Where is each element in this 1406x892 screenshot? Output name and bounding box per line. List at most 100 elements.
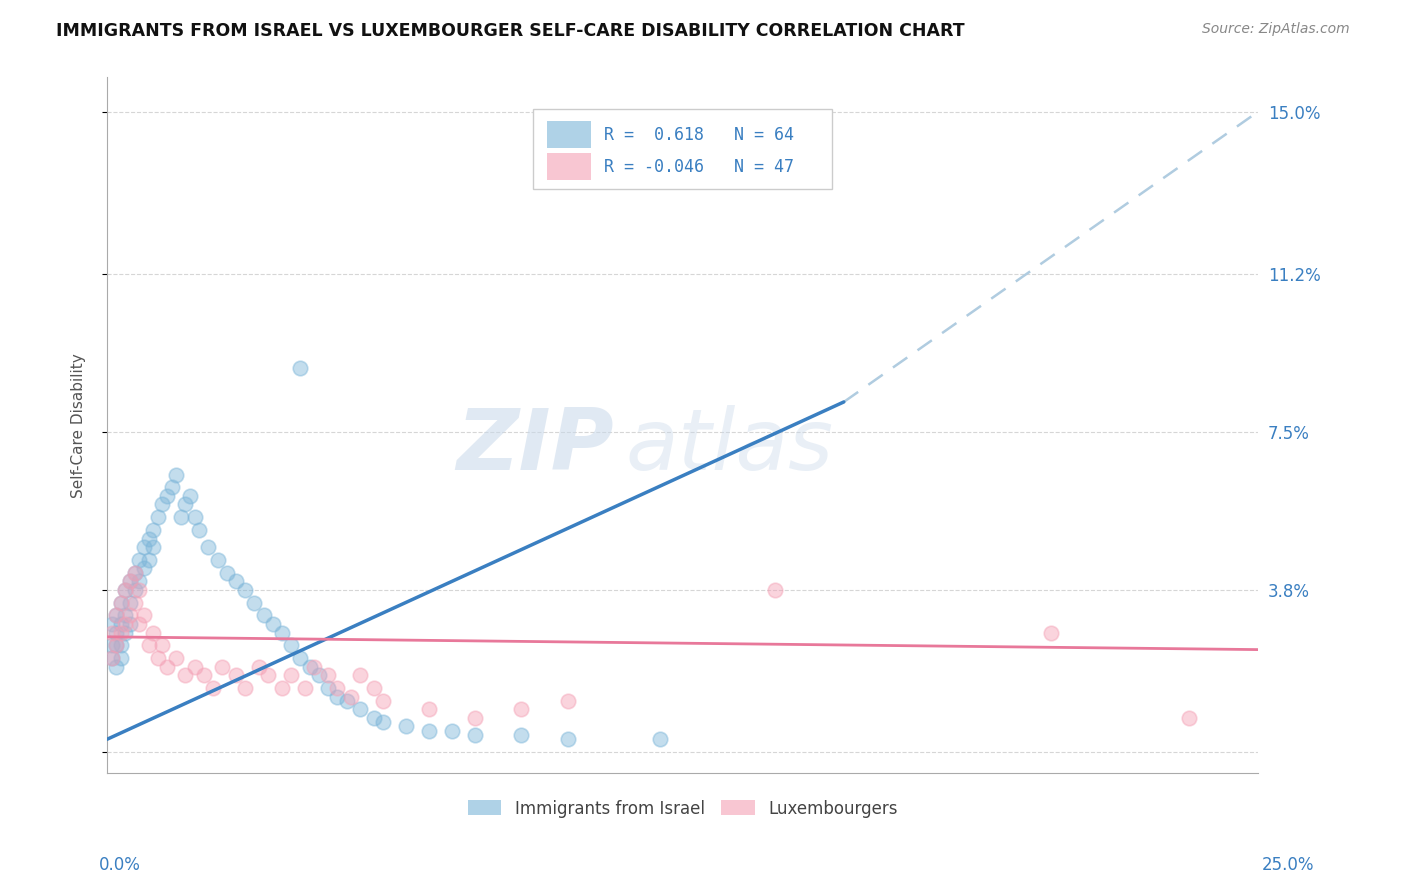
Point (304, 659, 326, 673)
Point (363, 681, 385, 695)
Point (138, 553, 160, 567)
Point (138, 532, 160, 546)
Point (271, 681, 294, 695)
Point (120, 596, 142, 610)
Point (170, 510, 193, 524)
Point (146, 651, 169, 665)
Point (326, 681, 349, 695)
Point (464, 711, 486, 725)
Point (290, 651, 312, 665)
Point (335, 694, 357, 708)
Point (105, 638, 128, 652)
Point (156, 659, 179, 673)
Text: Source: ZipAtlas.com: Source: ZipAtlas.com (1202, 22, 1350, 37)
Point (124, 566, 146, 580)
Point (105, 638, 128, 652)
Point (188, 523, 211, 537)
Point (156, 489, 179, 503)
FancyBboxPatch shape (547, 120, 591, 148)
Point (316, 681, 339, 695)
Point (441, 723, 464, 738)
Point (110, 596, 132, 610)
Point (510, 728, 533, 742)
Point (100, 617, 122, 632)
Text: ZIP: ZIP (456, 405, 613, 488)
Point (120, 608, 142, 623)
Point (110, 638, 132, 652)
FancyBboxPatch shape (533, 109, 832, 189)
Legend: Immigrants from Israel, Luxembourgers: Immigrants from Israel, Luxembourgers (461, 793, 904, 824)
Point (648, 732, 671, 747)
Point (146, 510, 169, 524)
Point (114, 608, 136, 623)
Point (114, 582, 136, 597)
Point (132, 608, 155, 623)
Point (247, 659, 270, 673)
Point (418, 723, 440, 738)
Point (160, 480, 183, 494)
Point (262, 617, 284, 632)
Point (128, 617, 150, 632)
Point (100, 638, 122, 652)
Point (120, 574, 142, 589)
Point (124, 596, 146, 610)
Point (233, 681, 256, 695)
Point (211, 659, 233, 673)
Point (110, 651, 132, 665)
Point (105, 608, 128, 623)
Point (215, 566, 238, 580)
Point (110, 596, 132, 610)
Point (243, 596, 266, 610)
Point (165, 467, 187, 482)
Y-axis label: Self-Care Disability: Self-Care Disability (72, 353, 86, 498)
Point (128, 553, 150, 567)
Point (179, 489, 201, 503)
Point (253, 608, 276, 623)
Point (349, 702, 371, 716)
Point (142, 523, 165, 537)
Point (280, 638, 302, 652)
Point (763, 582, 786, 597)
Point (340, 690, 363, 704)
Point (120, 574, 142, 589)
Point (1178, 711, 1201, 725)
Point (373, 694, 395, 708)
Point (363, 711, 385, 725)
Point (128, 574, 150, 589)
Point (557, 694, 579, 708)
Point (308, 668, 330, 682)
Point (373, 715, 395, 730)
Point (150, 638, 173, 652)
Point (100, 651, 122, 665)
Point (114, 617, 136, 632)
Point (132, 540, 155, 554)
Point (150, 498, 173, 512)
Point (557, 732, 579, 747)
Point (207, 553, 229, 567)
Text: atlas: atlas (626, 405, 834, 488)
Point (294, 681, 316, 695)
Point (124, 582, 146, 597)
Point (132, 561, 155, 575)
Point (110, 617, 132, 632)
Point (124, 566, 146, 580)
Point (225, 668, 247, 682)
Text: R =  0.618: R = 0.618 (605, 126, 704, 144)
Text: IMMIGRANTS FROM ISRAEL VS LUXEMBOURGER SELF-CARE DISABILITY CORRELATION CHART: IMMIGRANTS FROM ISRAEL VS LUXEMBOURGER S… (56, 22, 965, 40)
Point (298, 659, 321, 673)
Point (257, 668, 280, 682)
Point (138, 638, 160, 652)
Point (395, 719, 418, 733)
Point (418, 702, 440, 716)
Point (174, 498, 197, 512)
Point (110, 625, 132, 640)
Point (349, 668, 371, 682)
Point (174, 668, 197, 682)
Text: N = 47: N = 47 (734, 158, 794, 176)
Point (193, 668, 215, 682)
Point (142, 540, 165, 554)
Text: N = 64: N = 64 (734, 126, 794, 144)
Point (316, 668, 339, 682)
Point (183, 659, 205, 673)
Point (120, 617, 142, 632)
